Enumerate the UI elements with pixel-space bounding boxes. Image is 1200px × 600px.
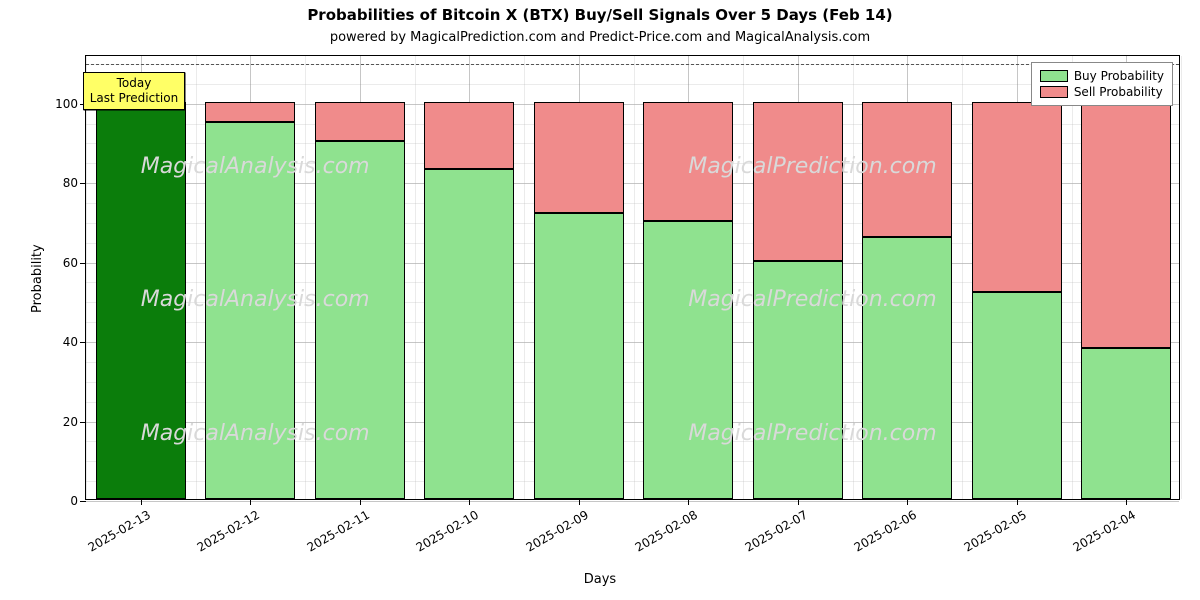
xtick-label: 2025-02-08 [628, 499, 700, 555]
chart-canvas: Probabilities of Bitcoin X (BTX) Buy/Sel… [0, 0, 1200, 600]
xtick-label: 2025-02-11 [299, 499, 371, 555]
y-axis-label: Probability [30, 244, 45, 313]
reference-dashed-line [86, 64, 1179, 65]
bar-slot [972, 54, 1062, 499]
bar-slot [862, 54, 952, 499]
legend: Buy Probability Sell Probability [1031, 62, 1173, 106]
bar-sell [205, 102, 295, 122]
bar-sell [972, 102, 1062, 293]
legend-label: Sell Probability [1074, 85, 1163, 99]
ytick-label: 60 [63, 256, 86, 270]
ytick-label: 40 [63, 335, 86, 349]
xtick-label: 2025-02-05 [956, 499, 1028, 555]
ytick-label: 20 [63, 415, 86, 429]
bar-slot [753, 54, 843, 499]
xtick-label: 2025-02-06 [847, 499, 919, 555]
bars-layer [86, 56, 1179, 499]
xtick-label: 2025-02-10 [409, 499, 481, 555]
legend-item: Buy Probability [1040, 69, 1164, 83]
bar-slot [643, 54, 733, 499]
bar-buy [315, 141, 405, 499]
bar-buy [424, 169, 514, 499]
xtick-label: 2025-02-07 [737, 499, 809, 555]
plot-area: 0204060801002025-02-132025-02-122025-02-… [85, 55, 1180, 500]
bar-sell [643, 102, 733, 221]
today-annotation-line2: Last Prediction [90, 91, 178, 106]
ytick-label: 100 [55, 97, 86, 111]
bar-buy [205, 122, 295, 499]
xtick-label: 2025-02-04 [1066, 499, 1138, 555]
bar-slot [534, 54, 624, 499]
chart-subtitle: powered by MagicalPrediction.com and Pre… [0, 30, 1200, 45]
bar-slot [424, 54, 514, 499]
ytick-label: 80 [63, 176, 86, 190]
xtick-label: 2025-02-12 [190, 499, 262, 555]
bar-sell [424, 102, 514, 170]
today-annotation: TodayLast Prediction [83, 72, 185, 110]
bar-slot [315, 54, 405, 499]
ytick-label: 0 [70, 494, 86, 508]
bar-buy [1081, 348, 1171, 499]
bar-sell [534, 102, 624, 213]
chart-title: Probabilities of Bitcoin X (BTX) Buy/Sel… [0, 6, 1200, 24]
legend-swatch [1040, 70, 1068, 82]
legend-label: Buy Probability [1074, 69, 1164, 83]
xtick-label: 2025-02-13 [80, 499, 152, 555]
xtick-label: 2025-02-09 [518, 499, 590, 555]
bar-buy [753, 261, 843, 499]
bar-buy [534, 213, 624, 499]
today-annotation-line1: Today [90, 76, 178, 91]
bar-slot [205, 54, 295, 499]
bar-buy [96, 102, 186, 499]
bar-sell [315, 102, 405, 142]
x-axis-label: Days [0, 572, 1200, 587]
legend-swatch [1040, 86, 1068, 98]
legend-item: Sell Probability [1040, 85, 1164, 99]
bar-slot [1081, 54, 1171, 499]
bar-slot [96, 54, 186, 499]
bar-buy [643, 221, 733, 499]
bar-buy [972, 292, 1062, 499]
bar-sell [862, 102, 952, 237]
minor-gridline-vertical [1181, 56, 1182, 499]
bar-sell [1081, 102, 1171, 348]
bar-sell [753, 102, 843, 261]
bar-buy [862, 237, 952, 499]
